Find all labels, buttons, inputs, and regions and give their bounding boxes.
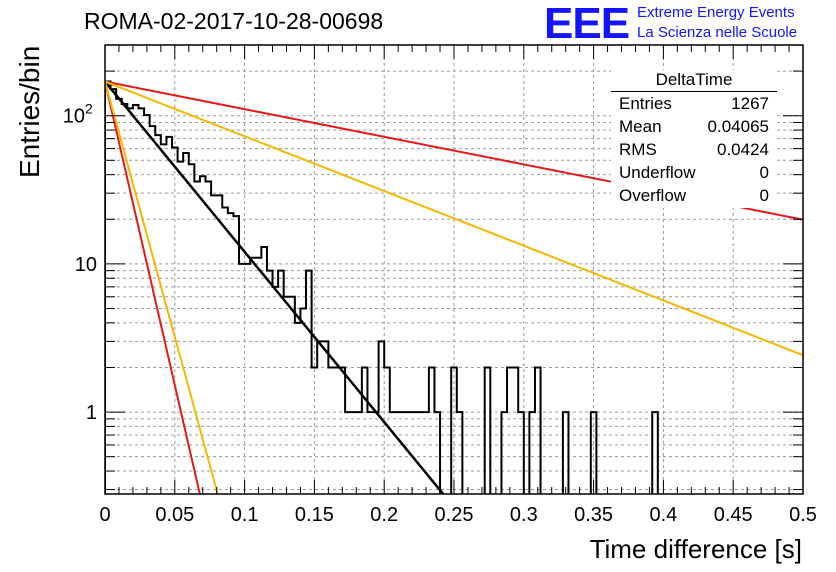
logo-line-1: Extreme Energy Events	[637, 4, 795, 21]
stats-mean-label: Mean	[619, 117, 662, 136]
fit-curve	[105, 81, 219, 494]
x-tick-label: 0.45	[714, 504, 753, 526]
stats-mean-value: 0.04065	[707, 117, 769, 136]
x-tick-label: 0.5	[789, 504, 817, 526]
stats-overflow-label: Overflow	[619, 186, 687, 205]
stats-underflow-value: 0	[759, 163, 769, 182]
x-tick-label: 0.35	[574, 504, 613, 526]
stats-rms-label: RMS	[619, 140, 657, 159]
fit-curve	[105, 80, 803, 357]
x-tick-label: 0.3	[510, 504, 538, 526]
stats-entries-label: Entries	[619, 94, 672, 113]
y-tick-label: 10	[75, 254, 97, 276]
stats-entries-value: 1267	[731, 94, 769, 113]
stats-header: DeltaTime	[611, 70, 777, 92]
fit-curve	[105, 80, 445, 494]
y-tick-label: 10	[63, 106, 85, 128]
stats-box: DeltaTime Entries 1267 Mean 0.04065 RMS …	[611, 70, 777, 208]
y-tick-label: 1	[86, 402, 97, 424]
y-tick-exponent: 2	[85, 101, 93, 117]
x-tick-label: 0.1	[231, 504, 259, 526]
x-tick-label: 0.4	[649, 504, 677, 526]
fit-curve	[105, 81, 201, 494]
stats-underflow-label: Underflow	[619, 163, 696, 182]
x-tick-label: 0.25	[435, 504, 474, 526]
stats-rms-value: 0.0424	[717, 140, 769, 159]
eee-logo: EEE	[544, 0, 630, 48]
x-tick-label: 0.15	[295, 504, 334, 526]
x-axis-label: Time difference [s]	[589, 534, 802, 564]
logo-line-2: La Scienza nelle Scuole	[637, 24, 798, 41]
x-tick-label: 0	[99, 504, 110, 526]
x-tick-label: 0.2	[370, 504, 398, 526]
x-tick-label: 0.05	[155, 504, 194, 526]
histogram-outline	[105, 80, 659, 494]
stats-overflow-value: 0	[759, 186, 769, 205]
chart-title: ROMA-02-2017-10-28-00698	[84, 8, 384, 34]
